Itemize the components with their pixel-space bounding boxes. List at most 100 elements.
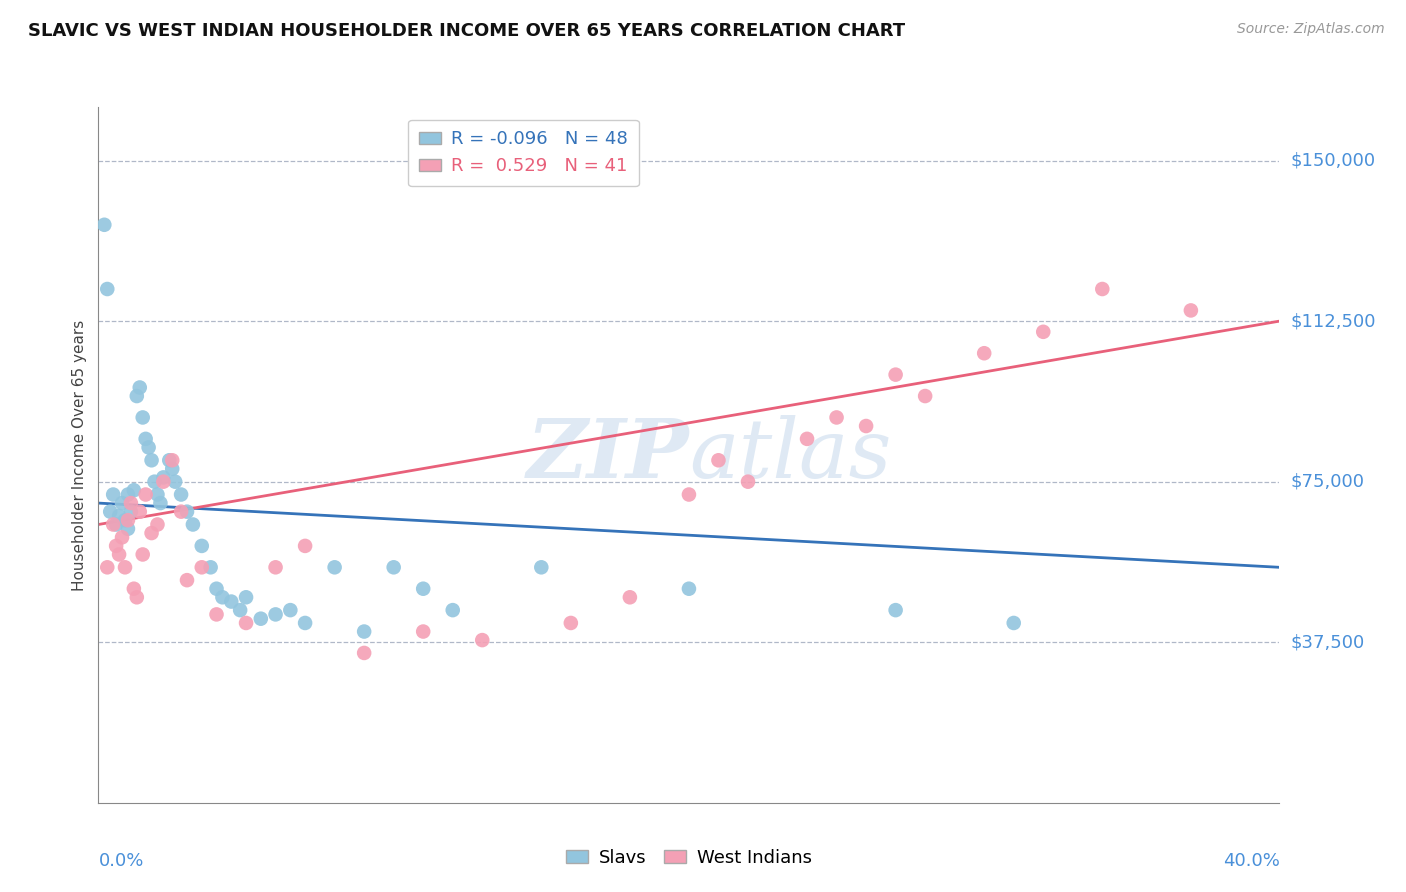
Point [278,603,302,617]
Point [176,505,198,519]
Point [108,548,131,562]
Point [619,591,641,605]
Point [103,487,125,501]
Point [264,607,287,622]
Text: $37,500: $37,500 [1291,633,1365,651]
Point [146,487,169,501]
Point [141,453,163,467]
Point [141,526,163,541]
Point [143,475,166,489]
Point [219,594,242,608]
Point [191,539,214,553]
Text: 40.0%: 40.0% [1223,852,1279,870]
Point [135,487,157,501]
Point [530,560,553,574]
Point [973,346,995,360]
Point [855,419,877,434]
Point [884,368,907,382]
Point [125,389,148,403]
Point [353,646,375,660]
Point [96,560,118,574]
Point [264,560,287,574]
Point [471,633,494,648]
Point [382,560,405,574]
Point [105,539,128,553]
Point [796,432,818,446]
Point [1032,325,1054,339]
Point [162,453,183,467]
Point [884,603,907,617]
Text: $75,000: $75,000 [1291,473,1365,491]
Point [1180,303,1202,318]
Point [122,483,145,498]
Point [117,522,139,536]
Text: ZIP: ZIP [526,415,689,495]
Point [170,505,193,519]
Text: 0.0%: 0.0% [98,852,143,870]
Point [678,487,700,501]
Point [170,487,193,501]
Point [294,539,316,553]
Point [235,615,257,630]
Point [914,389,936,403]
Point [181,517,204,532]
Point [211,591,233,605]
Point [132,410,155,425]
Point [191,560,214,574]
Point [441,603,464,617]
Point [152,470,174,484]
Point [111,530,134,544]
Point [122,582,145,596]
Point [250,612,273,626]
Point [157,453,180,467]
Point [114,560,136,574]
Point [132,548,155,562]
Point [128,380,150,394]
Point [165,475,187,489]
Point [103,517,125,532]
Point [93,218,115,232]
Point [294,615,316,630]
Text: atlas: atlas [689,415,891,495]
Point [412,624,434,639]
Point [176,573,198,587]
Point [323,560,346,574]
Point [412,582,434,596]
Point [200,560,222,574]
Point [235,591,257,605]
Point [1091,282,1114,296]
Point [205,607,228,622]
Point [205,582,228,596]
Point [108,508,131,523]
Point [105,517,128,532]
Point [707,453,730,467]
Point [96,282,118,296]
Point [111,496,134,510]
Point [152,475,174,489]
Point [146,517,169,532]
Point [117,513,139,527]
Text: Source: ZipAtlas.com: Source: ZipAtlas.com [1237,22,1385,37]
Text: $150,000: $150,000 [1291,152,1375,169]
Point [114,513,136,527]
Point [117,487,139,501]
Point [149,496,172,510]
Point [120,496,142,510]
Point [120,505,142,519]
Point [138,441,160,455]
Point [825,410,848,425]
Point [128,505,150,519]
Point [1002,615,1025,630]
Point [135,432,157,446]
Legend: Slavs, West Indians: Slavs, West Indians [558,841,820,874]
Point [560,615,582,630]
Point [125,591,148,605]
Point [678,582,700,596]
Point [353,624,375,639]
Text: SLAVIC VS WEST INDIAN HOUSEHOLDER INCOME OVER 65 YEARS CORRELATION CHART: SLAVIC VS WEST INDIAN HOUSEHOLDER INCOME… [28,22,905,40]
Point [229,603,252,617]
Y-axis label: Householder Income Over 65 years: Householder Income Over 65 years [72,319,87,591]
Point [737,475,759,489]
Text: $112,500: $112,500 [1291,312,1376,330]
Point [98,505,121,519]
